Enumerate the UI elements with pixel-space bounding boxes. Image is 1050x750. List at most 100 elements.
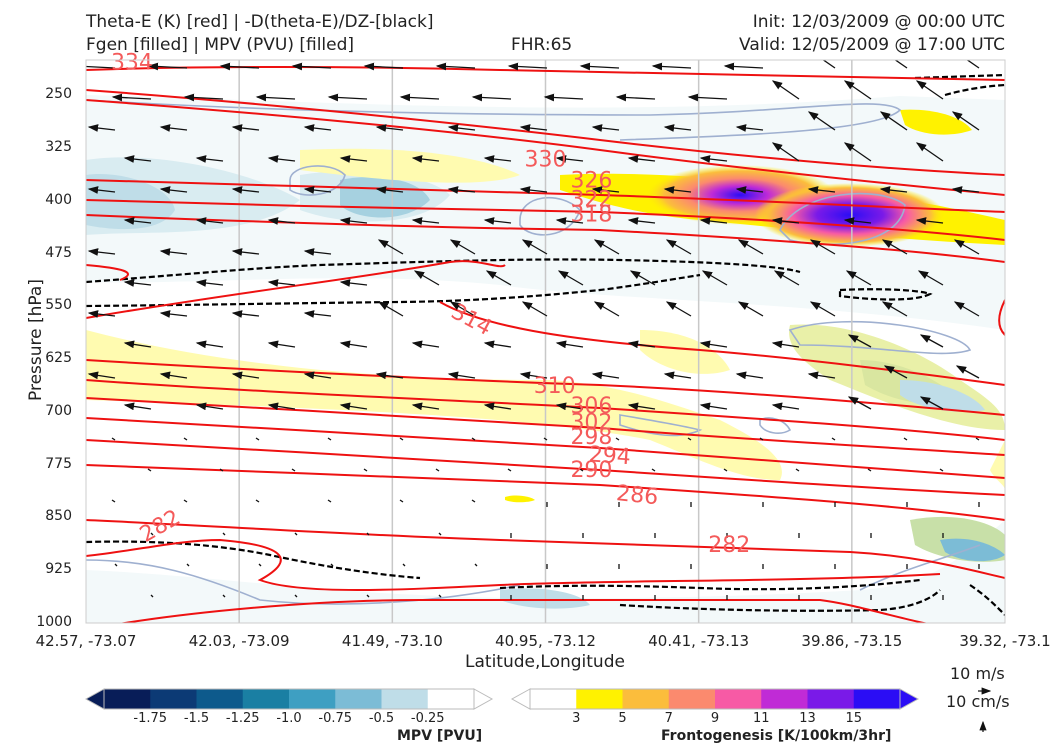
x-tick-label: 39.32, -73.1 — [959, 632, 1050, 650]
wind-vector — [699, 402, 728, 411]
wind-vector — [447, 124, 476, 132]
x-tick-label: 39.86, -73.15 — [801, 632, 903, 650]
wind-vector — [953, 301, 980, 317]
mpv-colorbar-title: MPV [PVU] — [397, 728, 483, 744]
wind-vector — [195, 340, 224, 349]
wind-vector — [521, 301, 548, 317]
wind-vector — [771, 402, 800, 411]
y-axis-label: Pressure [hPa] — [26, 279, 46, 401]
filled-field-region — [300, 148, 520, 183]
wind-vector — [219, 468, 224, 472]
mpv-contour-line — [788, 320, 972, 355]
wind-vector — [847, 396, 872, 410]
wind-vector — [593, 301, 620, 317]
wind-vector — [847, 334, 872, 348]
wind-vector — [183, 93, 224, 102]
filled-field-region — [86, 330, 782, 480]
wind-vector — [222, 532, 226, 536]
filled-field-region — [86, 520, 1005, 623]
wind-vector — [519, 124, 548, 132]
wind-vector — [903, 437, 908, 441]
wind-vector — [879, 111, 908, 131]
y-tick-label: 850 — [45, 508, 72, 525]
wind-vector — [87, 310, 116, 318]
wind-vector — [267, 340, 296, 349]
wind-vector — [159, 310, 188, 318]
wind-vector — [87, 371, 116, 380]
wind-vector — [363, 62, 404, 71]
wind-vector — [845, 270, 872, 286]
wind-vector — [807, 111, 836, 131]
wind-vector — [735, 186, 764, 194]
theta-e-contour-label: 334 — [111, 50, 153, 75]
y-tick-label: 325 — [45, 138, 72, 155]
wind-vector — [773, 270, 800, 286]
wind-vector — [291, 468, 296, 472]
wind-vector — [627, 155, 656, 163]
x-tick-label: 42.57, -73.07 — [35, 632, 137, 650]
wind-vector — [294, 532, 298, 536]
wind-vector — [123, 155, 152, 163]
filled-field-region — [940, 538, 1005, 562]
y-tick-label: 775 — [45, 455, 72, 472]
wind-vector — [471, 437, 476, 441]
theta-e-contour-line — [86, 260, 506, 319]
mpv-contour-line — [86, 99, 902, 141]
filled-field-region — [900, 109, 972, 135]
colorbar-tick-label: -0.25 — [410, 711, 445, 726]
wind-vector — [267, 155, 296, 163]
theta-e-contour-line — [119, 598, 929, 623]
wind-vector — [881, 239, 908, 255]
wind-vector — [291, 62, 332, 71]
wind-vector — [701, 270, 728, 286]
theta-e-contour-line — [86, 464, 1005, 521]
wind-vector — [377, 239, 404, 255]
wind-vector — [449, 239, 476, 255]
wind-vector — [737, 239, 764, 255]
wind-vector — [111, 93, 152, 102]
colorbar-tick-label: 13 — [799, 711, 816, 726]
wind-vector — [399, 437, 404, 441]
colorbar-tick-label: 5 — [618, 711, 627, 726]
colorbar-tick-label: -0.5 — [368, 711, 395, 726]
stability-dashed-contour — [838, 288, 933, 301]
wind-vector — [159, 248, 188, 256]
wind-vector — [521, 239, 548, 255]
y-tick-label: 1000 — [36, 614, 72, 630]
wind-vector — [150, 532, 154, 536]
wind-vector — [435, 62, 476, 71]
wind-vector — [483, 340, 512, 349]
wind-vector — [303, 124, 332, 132]
mpv-contour-line — [86, 559, 521, 605]
wind-vector — [303, 248, 332, 256]
wind-vector — [449, 301, 476, 317]
theta-e-contour-line — [998, 299, 1005, 336]
wind-vector — [255, 437, 260, 441]
theta-e-contour-label: 310 — [534, 374, 576, 399]
wind-vector — [303, 371, 332, 380]
wind-vector — [375, 371, 404, 380]
wind-vector — [881, 301, 908, 317]
wind-vector — [366, 532, 370, 536]
wind-vector — [327, 93, 368, 102]
wind-vector — [255, 499, 260, 503]
theta-e-contour-line — [86, 214, 1005, 263]
theta-e-contour-label: 298 — [570, 425, 612, 450]
wind-vector — [593, 239, 620, 255]
mpv-contour-line — [289, 165, 346, 196]
wind-vector — [809, 239, 836, 255]
wind-vector — [219, 62, 260, 71]
wind-vector — [771, 142, 800, 162]
forecast-hour-label: FHR:65 — [511, 35, 573, 55]
stability-dashed-contour — [914, 73, 1005, 97]
wind-vector — [735, 124, 764, 132]
theta-e-contour-label: 290 — [570, 458, 612, 483]
wind-vector — [195, 402, 224, 411]
wind-vector — [651, 62, 692, 71]
wind-vector — [579, 62, 620, 71]
y-tick-label: 400 — [45, 191, 72, 208]
wind-vector — [555, 340, 584, 349]
wind-vector — [231, 124, 260, 132]
theta-e-contour-line — [86, 199, 1005, 241]
filled-field-region — [505, 495, 535, 503]
